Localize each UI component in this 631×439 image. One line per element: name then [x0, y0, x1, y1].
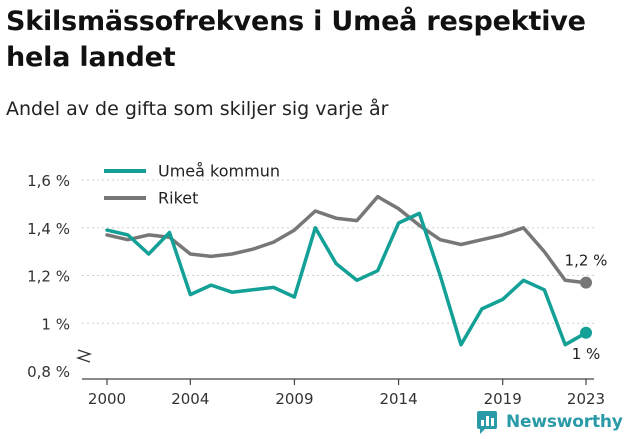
end-point-umea: [580, 326, 592, 339]
brand-name: Newsworthy: [506, 412, 623, 432]
gridlines: [82, 179, 594, 324]
legend-label-umea: Umeå kommun: [158, 162, 280, 181]
x-tick-label: 2023: [567, 390, 605, 408]
y-tick-label: 1,2 %: [27, 268, 70, 286]
y-tick-label: 1,4 %: [27, 220, 70, 238]
x-tick-label: 2009: [275, 390, 313, 408]
end-label-umea: 1 %: [572, 345, 601, 363]
x-tick-label: 2019: [484, 390, 522, 408]
y-tick-label: 1 %: [41, 315, 70, 333]
legend-label-riket: Riket: [158, 189, 198, 208]
newsworthy-logo: Newsworthy: [476, 407, 623, 437]
chart-title: Skilsmässofrekvens i Umeå respektive hel…: [6, 6, 586, 73]
newsworthy-logo-icon: [477, 411, 497, 434]
chart-subtitle: Andel av de gifta som skiljer sig varje …: [6, 98, 389, 120]
x-tick-label: 2014: [379, 390, 417, 408]
series-line-riket: [105, 194, 588, 285]
end-label-riket: 1,2 %: [565, 252, 608, 270]
y-tick-label: 1,6 %: [27, 172, 70, 190]
axis-break-icon: [75, 349, 93, 363]
legend: Umeå kommun Riket: [104, 162, 280, 208]
x-tick-label: 2000: [88, 390, 126, 408]
end-point-riket: [580, 276, 592, 289]
axes: 0,8 % 1 % 1,2 % 1,4 % 1,6 % 2000 2004 2009 2014 2…: [27, 172, 605, 408]
series-lines: 1,2 % 1 %: [105, 194, 608, 363]
x-tick-label: 2004: [171, 390, 209, 408]
y-tick-label: 0,8 %: [27, 363, 70, 381]
series-line-umea: [105, 211, 588, 347]
